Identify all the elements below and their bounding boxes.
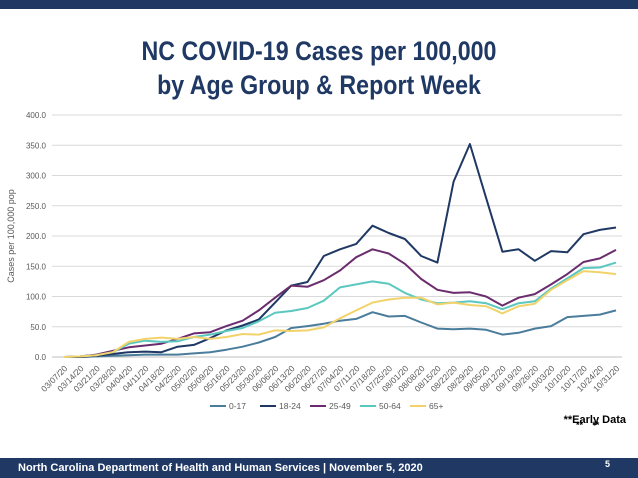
- page-number: 5: [604, 459, 610, 469]
- slide-title: NC COVID-19 Cases per 100,000 by Age Gro…: [45, 34, 594, 102]
- y-tick-label: 300.0: [26, 172, 47, 181]
- footer-bar: North Carolina Department of Health and …: [0, 458, 638, 478]
- y-tick-label: 250.0: [26, 202, 47, 211]
- y-axis-title: Cases per 100,000 pop: [6, 189, 16, 283]
- legend-label-18-24: 18-24: [279, 401, 301, 411]
- legend-label-0-17: 0-17: [229, 401, 246, 411]
- footer-org-text: North Carolina Department of Health and …: [18, 462, 423, 474]
- y-tick-label: 200.0: [26, 232, 47, 241]
- series-line-50-64: [63, 261, 617, 358]
- legend-label-50-64: 50-64: [379, 401, 401, 411]
- y-tick-label: 100.0: [26, 293, 47, 302]
- y-tick-label: 350.0: [26, 141, 47, 150]
- y-tick-label: 50.0: [30, 323, 46, 332]
- early-data-marker: **: [576, 420, 584, 430]
- y-tick-label: 150.0: [26, 262, 47, 271]
- series-line-65+: [63, 270, 617, 358]
- series-line-18-24: [64, 143, 617, 358]
- series-line-25-49: [63, 248, 617, 358]
- series-line-0-17: [64, 309, 617, 358]
- y-tick-label: 400.0: [26, 111, 47, 120]
- early-data-marker: **: [592, 420, 600, 430]
- y-tick-label: 0.0: [35, 353, 47, 362]
- title-line-2: by Age Group & Report Week: [157, 70, 481, 100]
- legend-label-65+: 65+: [429, 401, 443, 411]
- title-line-1: NC COVID-19 Cases per 100,000: [141, 36, 497, 66]
- legend-label-25-49: 25-49: [329, 401, 351, 411]
- early-data-note: **Early Data: [563, 414, 626, 426]
- top-accent-bar: [0, 0, 638, 9]
